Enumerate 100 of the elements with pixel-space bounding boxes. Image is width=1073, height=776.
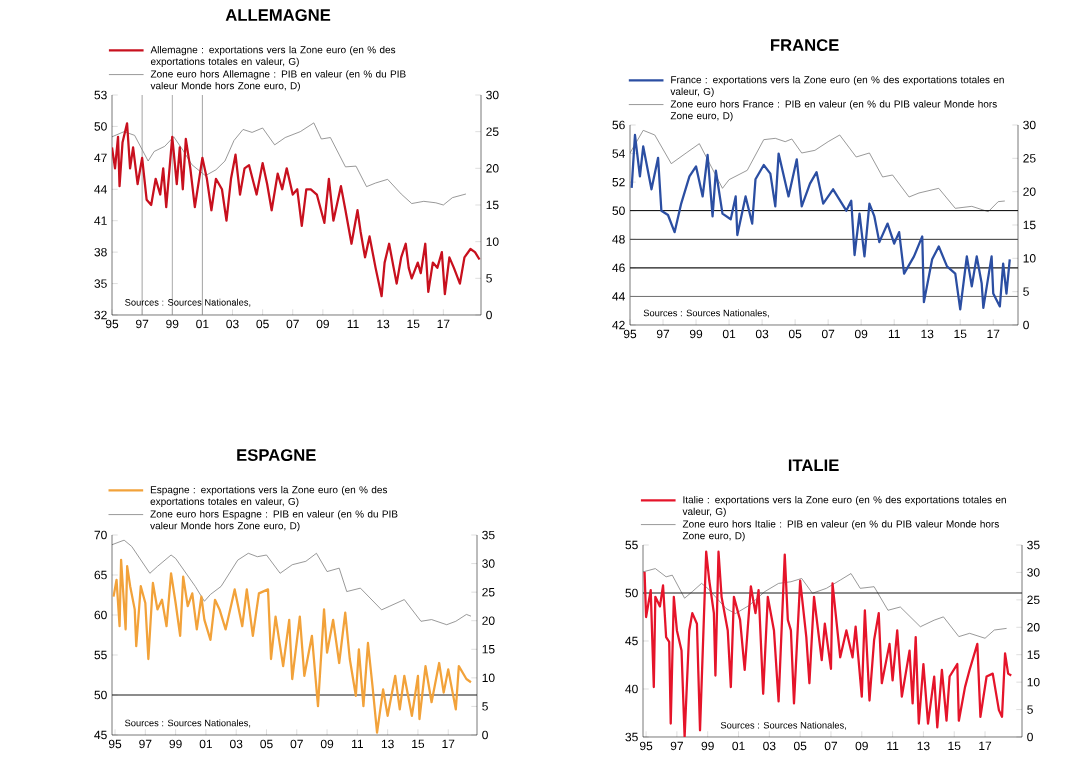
x-tick-label: 95	[639, 741, 653, 751]
x-tick-label: 17	[442, 739, 455, 748]
legend-label: Italie : exportations vers la Zone euro (en % des exportations totales en valeur, G)	[682, 495, 1006, 517]
x-tick-label: 17	[979, 741, 992, 750]
x-tick-label: 17	[987, 329, 1000, 338]
x-tick-label: 05	[788, 329, 802, 339]
annotation: Sources : Sources Nationales,	[125, 298, 251, 307]
x-tick-label: 05	[260, 739, 273, 749]
y-tick-label: 50	[612, 206, 625, 215]
y2-tick-label: 30	[1023, 120, 1036, 130]
y2-tick-label: 25	[1027, 595, 1040, 605]
x-tick-label: 01	[722, 329, 736, 339]
x-tick-label: 11	[888, 329, 900, 338]
x-tick-label: 15	[954, 329, 967, 339]
chart-title: ITALIE	[788, 459, 839, 471]
y-tick-label: 55	[94, 650, 107, 660]
y-tick-label: 52	[612, 177, 625, 187]
y2-tick-label: 20	[482, 616, 495, 625]
legend-label: Zone euro hors Espagne : PIB en valeur (en % du PIB valeur Monde hors Zone euro, D)	[150, 510, 398, 532]
y2-tick-label: 30	[1027, 568, 1040, 577]
y-tick-label: 50	[625, 588, 638, 598]
y-tick-label: 35	[94, 279, 107, 288]
x-tick-label: 15	[948, 741, 961, 751]
chart-title: ESPAGNE	[237, 449, 316, 461]
y2-tick-label: 25	[482, 587, 495, 597]
y2-tick-label: 10	[1023, 254, 1036, 263]
x-tick-label: 13	[921, 329, 934, 339]
x-tick-label: 01	[732, 741, 745, 751]
x-tick-label: 01	[196, 319, 209, 329]
y2-tick-label: 35	[482, 530, 495, 540]
x-tick-label: 15	[407, 319, 420, 329]
x-tick-label: 13	[917, 741, 930, 751]
y2-tick-label: 15	[482, 645, 495, 654]
x-tick-label: 95	[108, 739, 122, 749]
y2-tick-label: 5	[486, 274, 492, 283]
line-series	[643, 568, 1008, 639]
x-tick-label: 09	[855, 741, 868, 751]
y2-tick-label: 5	[1027, 705, 1033, 714]
y2-tick-label: 20	[486, 164, 499, 173]
x-tick-label: 07	[290, 739, 303, 749]
x-tick-label: 99	[169, 739, 182, 749]
legend-label: Allemagne : exportations vers la Zone euro (en % des exportations totales en valeur, G)	[150, 45, 396, 67]
y-tick-label: 42	[612, 320, 625, 330]
legend-label: Zone euro hors France : PIB en valeur (en % du PIB valeur Monde hors Zone euro, D)	[670, 100, 997, 122]
y2-tick-label: 20	[1023, 187, 1036, 196]
y-tick-label: 54	[612, 149, 625, 158]
y-tick-label: 47	[94, 153, 107, 162]
x-tick-label: 03	[226, 319, 239, 329]
annotation: Sources : Sources Nationales,	[124, 719, 251, 728]
x-tick-label: 97	[670, 741, 683, 751]
y2-tick-label: 0	[482, 730, 488, 740]
y-tick-label: 41	[94, 216, 107, 225]
line-series	[112, 558, 473, 734]
line-series	[630, 133, 1011, 311]
x-tick-label: 05	[256, 319, 269, 329]
x-tick-label: 95	[105, 319, 119, 329]
annotation: Sources : Sources Nationales,	[720, 721, 846, 730]
y-tick-label: 70	[94, 530, 107, 540]
y2-tick-label: 15	[486, 200, 499, 210]
x-tick-label: 13	[377, 319, 390, 329]
x-tick-label: 13	[381, 739, 394, 749]
line-series	[112, 122, 467, 206]
x-tick-label: 97	[139, 739, 152, 749]
y2-tick-label: 0	[1027, 732, 1033, 742]
x-tick-label: 09	[854, 329, 868, 339]
x-tick-label: 95	[623, 329, 637, 339]
x-tick-label: 99	[701, 741, 714, 751]
x-tick-label: 07	[286, 319, 299, 329]
line-series	[112, 122, 481, 298]
x-tick-label: 03	[229, 739, 243, 749]
y2-tick-label: 5	[482, 702, 488, 711]
x-tick-label: 99	[166, 319, 179, 329]
legend-label: Espagne : exportations vers la Zone euro (en % des exportations totales en valeur, G)	[150, 485, 388, 507]
y-tick-label: 53	[94, 90, 107, 100]
x-tick-label: 11	[352, 739, 363, 748]
y-tick-label: 44	[94, 185, 107, 194]
y-tick-label: 35	[625, 732, 638, 742]
y2-tick-label: 20	[1027, 623, 1040, 632]
annotation: Sources : Sources Nationales,	[643, 309, 769, 318]
y2-tick-label: 5	[1023, 287, 1029, 296]
legend-label: France : exportations vers la Zone euro (en % des exportations totales en valeur, G)	[670, 75, 1004, 97]
y-tick-label: 60	[94, 610, 107, 620]
y-tick-label: 48	[612, 235, 625, 244]
x-tick-label: 01	[199, 739, 212, 749]
y-tick-label: 65	[94, 570, 107, 580]
chart-title: ALLEMAGNE	[225, 9, 331, 21]
y-tick-label: 44	[612, 292, 625, 301]
x-tick-label: 03	[755, 329, 769, 339]
y-tick-label: 56	[612, 120, 625, 130]
x-tick-label: 09	[320, 739, 334, 749]
legend-label: Zone euro hors Allemagne : PIB en valeur (en % du PIB valeur Monde hors Zone euro, D)	[150, 70, 406, 92]
y-tick-label: 50	[94, 690, 107, 700]
y-tick-label: 55	[625, 540, 638, 550]
y2-tick-label: 0	[486, 310, 492, 320]
x-tick-label: 05	[793, 741, 807, 751]
x-tick-label: 97	[136, 319, 149, 329]
y-tick-label: 38	[94, 247, 107, 257]
x-tick-label: 07	[821, 329, 835, 339]
y2-tick-label: 35	[1027, 540, 1040, 550]
y2-tick-label: 10	[1027, 677, 1040, 687]
